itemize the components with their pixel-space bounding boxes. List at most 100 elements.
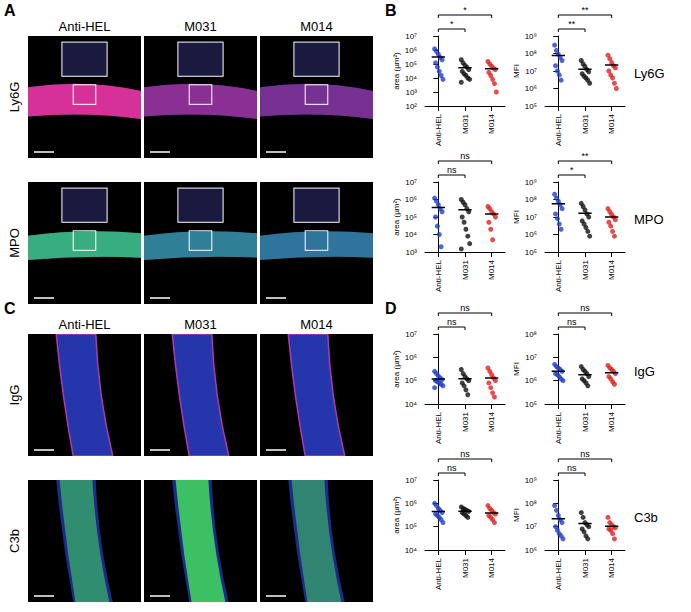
svg-text:10⁶: 10⁶	[525, 546, 537, 555]
svg-text:M031: M031	[461, 259, 470, 280]
svg-text:M014: M014	[487, 557, 496, 578]
svg-text:10⁹: 10⁹	[525, 32, 537, 41]
svg-text:M014: M014	[607, 557, 616, 578]
svg-text:M031: M031	[581, 113, 590, 134]
svg-text:10⁵: 10⁵	[405, 213, 417, 222]
svg-text:ns: ns	[447, 463, 457, 473]
svg-text:10⁷: 10⁷	[405, 476, 417, 485]
svg-text:M014: M014	[607, 259, 616, 280]
svg-text:10⁶: 10⁶	[405, 499, 417, 508]
svg-text:**: **	[568, 19, 576, 29]
svg-text:10⁶: 10⁶	[405, 46, 417, 55]
svg-text:area (µm²): area (µm²)	[392, 52, 401, 90]
svg-text:10³: 10³	[405, 248, 417, 257]
svg-text:M014: M014	[607, 411, 616, 432]
svg-text:10⁶: 10⁶	[405, 353, 417, 362]
svg-text:10⁷: 10⁷	[405, 178, 417, 187]
svg-text:10⁴: 10⁴	[405, 400, 418, 409]
svg-text:10⁸: 10⁸	[525, 330, 537, 339]
svg-text:10⁸: 10⁸	[525, 195, 537, 204]
svg-text:ns: ns	[460, 449, 470, 459]
html-text:M014: M014	[300, 317, 333, 332]
svg-text:10⁷: 10⁷	[525, 353, 537, 362]
svg-text:10⁸: 10⁸	[525, 499, 537, 508]
html-text:IgG: IgG	[634, 364, 655, 379]
svg-text:MFI: MFI	[512, 64, 521, 78]
svg-text:10⁶: 10⁶	[405, 195, 417, 204]
svg-text:M031: M031	[461, 113, 470, 134]
html-text:C3b: C3b	[6, 529, 22, 553]
svg-text:10⁹: 10⁹	[525, 476, 537, 485]
svg-text:Anti-HEL: Anti-HEL	[434, 411, 443, 444]
svg-text:**: **	[581, 5, 589, 15]
svg-text:ns: ns	[447, 165, 457, 175]
svg-text:M031: M031	[581, 411, 590, 432]
svg-text:M014: M014	[487, 259, 496, 280]
svg-text:M031: M031	[461, 557, 470, 578]
svg-text:10⁵: 10⁵	[405, 522, 417, 531]
svg-text:M014: M014	[607, 113, 616, 134]
svg-text:Anti-HEL: Anti-HEL	[554, 411, 563, 444]
svg-text:10⁹: 10⁹	[525, 178, 537, 187]
html-text:IgG: IgG	[6, 384, 22, 406]
svg-text:10⁵: 10⁵	[405, 60, 417, 69]
html-text:C3b: C3b	[634, 510, 658, 525]
svg-text:ns: ns	[580, 449, 590, 459]
svg-text:Anti-HEL: Anti-HEL	[554, 113, 563, 146]
svg-text:Anti-HEL: Anti-HEL	[434, 557, 443, 590]
html-text:M014: M014	[300, 19, 333, 34]
svg-text:MFI: MFI	[512, 362, 521, 376]
svg-text:10⁴: 10⁴	[405, 230, 418, 239]
svg-text:Anti-HEL: Anti-HEL	[434, 259, 443, 292]
svg-text:MFI: MFI	[512, 508, 521, 522]
svg-text:ns: ns	[460, 303, 470, 313]
svg-text:10⁷: 10⁷	[525, 67, 537, 76]
svg-text:10⁶: 10⁶	[525, 230, 537, 239]
svg-text:10⁵: 10⁵	[525, 102, 537, 111]
svg-text:10⁶: 10⁶	[525, 376, 537, 385]
html-text:MPO: MPO	[6, 228, 22, 258]
html-text:A: A	[4, 2, 16, 19]
svg-text:*: *	[463, 5, 467, 15]
svg-text:10⁷: 10⁷	[525, 213, 537, 222]
html-text:Anti-HEL: Anti-HEL	[58, 19, 111, 34]
svg-text:*: *	[570, 165, 574, 175]
html-text:Anti-HEL: Anti-HEL	[58, 317, 111, 332]
html-text:MPO: MPO	[634, 212, 664, 227]
html-text:Ly6G: Ly6G	[6, 81, 22, 113]
svg-text:10⁴: 10⁴	[405, 74, 418, 83]
svg-text:M014: M014	[487, 113, 496, 134]
svg-text:10⁵: 10⁵	[525, 400, 537, 409]
svg-text:ns: ns	[567, 463, 577, 473]
svg-text:10⁸: 10⁸	[525, 49, 537, 58]
svg-text:area (µm²): area (µm²)	[392, 496, 401, 534]
svg-text:Anti-HEL: Anti-HEL	[554, 259, 563, 292]
svg-text:MFI: MFI	[512, 210, 521, 224]
svg-text:ns: ns	[460, 151, 470, 161]
svg-text:10²: 10²	[405, 102, 417, 111]
svg-text:10⁴: 10⁴	[405, 546, 418, 555]
svg-text:10⁵: 10⁵	[405, 376, 417, 385]
svg-text:area (µm²): area (µm²)	[392, 350, 401, 388]
svg-text:Anti-HEL: Anti-HEL	[554, 557, 563, 590]
svg-text:M031: M031	[461, 411, 470, 432]
html-text:Ly6G: Ly6G	[634, 66, 665, 81]
svg-text:area (µm²): area (µm²)	[392, 198, 401, 236]
svg-text:M031: M031	[581, 557, 590, 578]
svg-text:*: *	[450, 19, 454, 29]
html-text:M031: M031	[184, 19, 217, 34]
svg-text:10⁷: 10⁷	[405, 330, 417, 339]
svg-text:M031: M031	[581, 259, 590, 280]
svg-text:Anti-HEL: Anti-HEL	[434, 113, 443, 146]
svg-text:ns: ns	[447, 317, 457, 327]
svg-text:ns: ns	[567, 317, 577, 327]
svg-text:10⁶: 10⁶	[525, 84, 537, 93]
svg-text:M014: M014	[487, 411, 496, 432]
svg-text:10⁷: 10⁷	[405, 32, 417, 41]
svg-text:**: **	[581, 151, 589, 161]
html-text:M031: M031	[184, 317, 217, 332]
svg-text:10³: 10³	[405, 88, 417, 97]
svg-text:10⁵: 10⁵	[525, 248, 537, 257]
svg-text:ns: ns	[580, 303, 590, 313]
svg-text:10⁷: 10⁷	[525, 522, 537, 531]
